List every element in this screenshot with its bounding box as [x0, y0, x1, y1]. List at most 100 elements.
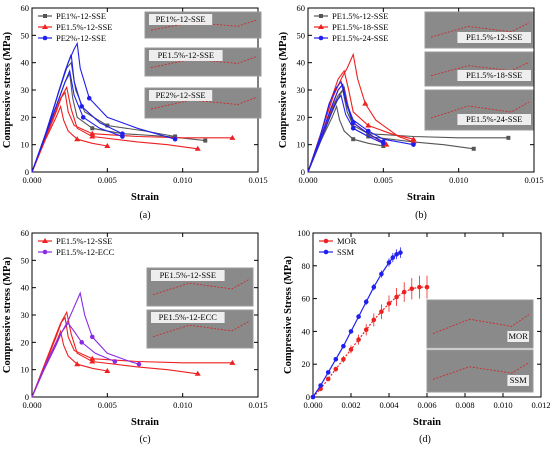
x-tick-label: 0.000 [303, 400, 322, 410]
x-tick-label: 0.005 [98, 175, 117, 185]
y-axis-label: Compressive Stress (MPa) [283, 255, 294, 374]
photo-label: PE1.5%-12-ECC [159, 312, 218, 322]
data-point [229, 359, 236, 365]
legend-entry: SSM [337, 247, 354, 257]
data-point [471, 146, 476, 151]
photo-label: PE1.5%-18-SSE [466, 70, 522, 80]
series-2 [307, 52, 417, 173]
data-point [365, 128, 371, 134]
y-tick-label: 0 [301, 167, 305, 177]
photo-crack-line [430, 22, 530, 38]
series-line [31, 54, 123, 173]
x-tick-label: 0.000 [22, 175, 41, 185]
data-point [417, 284, 422, 290]
y-tick-label: 30 [21, 85, 30, 95]
photo-label-bg [149, 90, 213, 101]
data-point [350, 120, 356, 126]
photo-label-bg [151, 270, 225, 281]
photo-crack-line [430, 61, 530, 77]
photo-crack-line [150, 96, 258, 110]
panel-label: (a) [139, 210, 150, 221]
legend-entry: PE1.5%-12-SSE [56, 236, 112, 246]
photo-crack-line [430, 101, 530, 119]
specimen-photo: PE1%-12-SSE [144, 11, 262, 39]
y-tick-label: 100 [297, 228, 310, 238]
legend-entry: PE1.5%-12-SSE [332, 11, 388, 21]
y-tick-label: 40 [21, 58, 30, 68]
data-point [112, 359, 118, 364]
series-3 [31, 41, 178, 173]
x-tick-label: 0.002 [341, 400, 360, 410]
chart-panel-2: 0.000 0.005 0.010 0.015 0 10 20 30 40 50 60 Strain C… [278, 3, 544, 221]
data-point [104, 368, 111, 374]
data-point [79, 340, 85, 345]
data-point [394, 294, 399, 300]
series-line [312, 252, 401, 398]
chart-panel-3: 0.000 0.005 0.010 0.015 0 10 20 30 40 50 60 Strain C… [2, 228, 268, 445]
y-tick-label: 10 [21, 140, 30, 150]
specimen-photo: PE2%-12-SSE [144, 87, 262, 119]
data-point [363, 327, 369, 333]
photo-crack-line [432, 314, 530, 334]
data-point [410, 138, 417, 144]
legend-marker [42, 238, 48, 243]
series-line [31, 310, 198, 398]
series-line [31, 316, 233, 398]
legend-marker [43, 14, 47, 18]
legend-marker [42, 35, 48, 41]
y-tick-label: 60 [302, 294, 311, 304]
photo-crack-line [152, 279, 250, 295]
specimen-photo: MOR [426, 299, 534, 349]
photo-label-bg [457, 114, 531, 125]
series-line [307, 52, 414, 173]
photo-label: PE1.5%-24-SSE [466, 114, 522, 124]
photo-label-bg [457, 32, 531, 43]
y-tick-label: 30 [297, 85, 306, 95]
legend-entry: PE1%-12-SSE [56, 11, 106, 21]
y-tick-label: 50 [21, 255, 30, 265]
photo-label: PE1.5%-12-SSE [158, 50, 214, 60]
series-3 [307, 80, 416, 173]
x-tick-label: 0.015 [248, 175, 267, 185]
y-tick-label: 0 [25, 392, 29, 402]
photo-label-bg [457, 70, 531, 81]
legend-marker [42, 249, 48, 255]
series-line [31, 91, 233, 173]
data-point [411, 142, 416, 147]
data-point [194, 145, 201, 151]
x-tick-label: 0.006 [417, 400, 436, 410]
legend-marker [42, 24, 48, 29]
data-point [341, 356, 346, 362]
data-point [173, 134, 178, 139]
data-point [203, 138, 208, 143]
data-point [386, 301, 392, 306]
y-tick-label: 50 [297, 30, 306, 40]
y-tick-label: 10 [21, 365, 30, 375]
panel-label: (c) [139, 434, 150, 445]
data-point [89, 133, 96, 139]
x-tick-label: 0.000 [22, 400, 41, 410]
series-line [312, 286, 427, 398]
data-point [80, 115, 86, 120]
data-point [79, 104, 85, 109]
legend-entry: PE1.5%-18-SSE [332, 22, 388, 32]
specimen-photo: PE1.5%-18-SSE [424, 51, 534, 87]
specimen-photo: PE1.5%-12-SSE [424, 11, 534, 49]
data-point [310, 394, 316, 400]
y-tick-label: 0 [25, 167, 29, 177]
legend-entry: PE1.5%-24-SSE [332, 33, 388, 43]
data-point [351, 137, 356, 142]
photo-label-bg [151, 312, 225, 323]
data-point [362, 100, 369, 106]
data-point [381, 144, 386, 149]
legend-marker [323, 238, 329, 244]
data-point [104, 143, 111, 149]
x-tick-label: 0.012 [531, 400, 550, 410]
series-line [31, 291, 140, 398]
y-tick-label: 80 [302, 261, 311, 271]
photo-label: SSM [510, 375, 527, 385]
data-point [410, 136, 417, 142]
data-point [74, 361, 81, 367]
specimen-photo: PE1.5%-12-SSE [144, 47, 262, 77]
data-point [379, 309, 384, 315]
